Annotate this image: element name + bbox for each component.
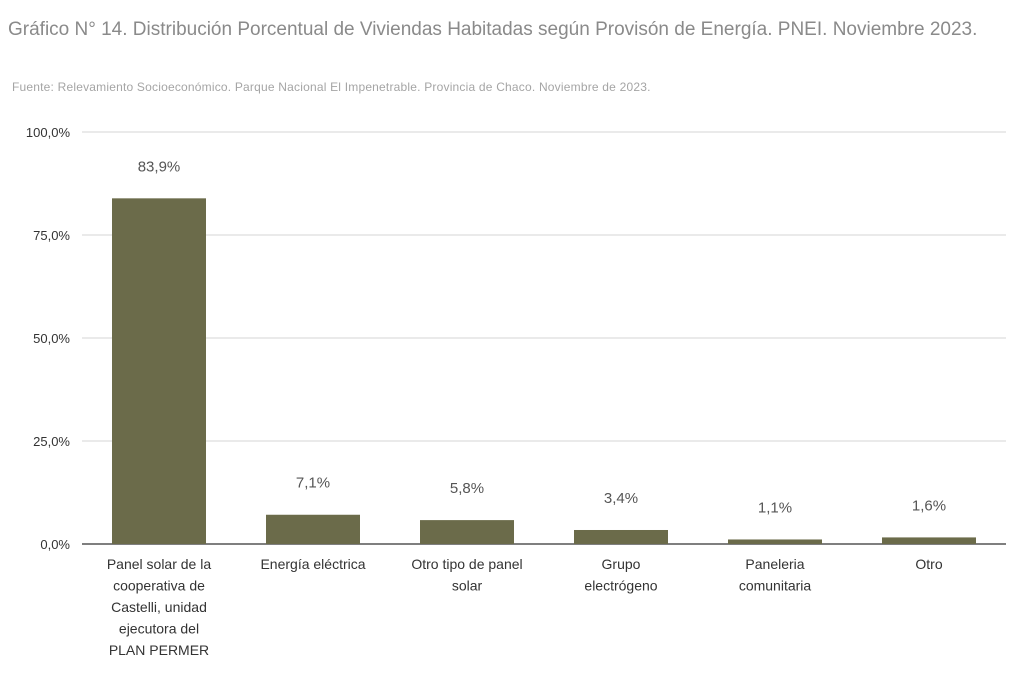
y-tick-label: 25,0%	[33, 434, 70, 449]
bar	[420, 520, 514, 544]
bar	[112, 198, 206, 544]
x-tick-label: comunitaria	[739, 578, 812, 594]
data-label: 83,9%	[138, 158, 181, 175]
bar	[882, 537, 976, 544]
x-tick-label: Otro	[915, 556, 942, 572]
x-tick-label: Panel solar de la	[107, 556, 212, 572]
data-label: 1,1%	[758, 499, 792, 516]
bar	[266, 514, 360, 544]
x-tick-label: Otro tipo de panel	[411, 556, 522, 572]
bar	[574, 529, 668, 544]
data-label: 1,6%	[912, 497, 946, 514]
data-label: 3,4%	[604, 490, 638, 507]
bar	[728, 539, 822, 544]
x-tick-label: Castelli, unidad	[111, 599, 207, 615]
chart-source: Fuente: Relevamiento Socioeconómico. Par…	[12, 80, 651, 94]
x-tick-label: ejecutora del	[119, 621, 199, 637]
y-tick-label: 50,0%	[33, 331, 70, 346]
x-tick-label: cooperativa de	[113, 578, 205, 594]
x-tick-label: electrógeno	[584, 578, 657, 594]
x-tick-label: Grupo	[602, 556, 641, 572]
y-tick-label: 0,0%	[40, 537, 70, 552]
x-tick-label: PLAN PERMER	[109, 642, 209, 658]
x-tick-label: solar	[452, 578, 483, 594]
x-tick-label: Energía eléctrica	[260, 556, 365, 572]
y-tick-label: 100,0%	[26, 125, 71, 140]
data-label: 7,1%	[296, 475, 330, 492]
x-tick-label: Paneleria	[745, 556, 804, 572]
y-tick-label: 75,0%	[33, 228, 70, 243]
chart-title: Gráfico N° 14. Distribución Porcentual d…	[8, 19, 978, 40]
data-label: 5,8%	[450, 480, 484, 497]
